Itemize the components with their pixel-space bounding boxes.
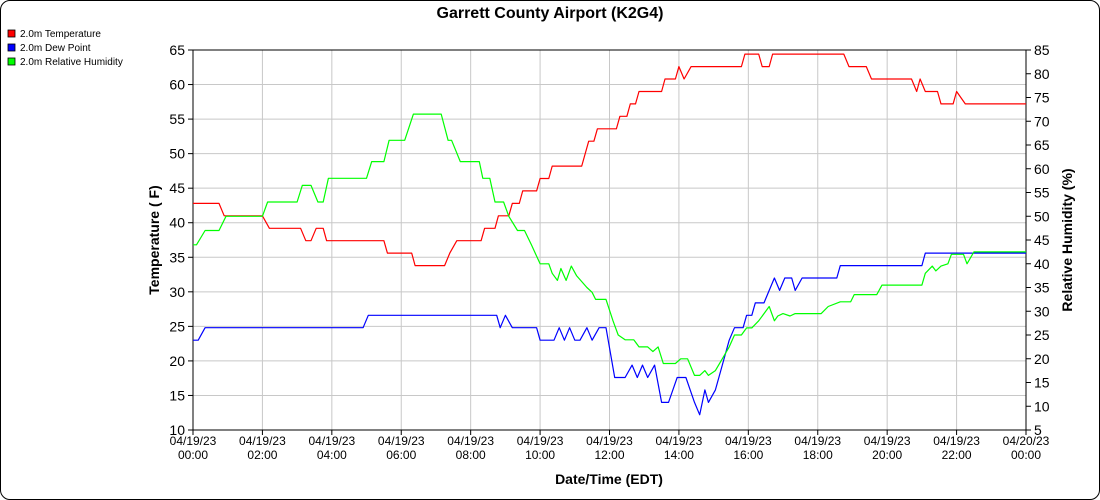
right-tick-label: 10 <box>1034 398 1050 414</box>
right-tick-label: 50 <box>1034 208 1050 224</box>
legend-label-dew-point: 2.0m Dew Point <box>20 43 91 54</box>
series-layer <box>193 53 1026 416</box>
left-tick-label: 20 <box>169 353 185 369</box>
grid <box>192 49 1027 431</box>
x-tick-time: 18:00 <box>803 448 833 462</box>
left-tick-label: 40 <box>169 215 185 231</box>
right-tick-label: 60 <box>1034 161 1050 177</box>
left-tick-label: 55 <box>169 111 185 127</box>
right-tick-label: 65 <box>1034 137 1050 153</box>
left-tick-label: 45 <box>169 180 185 196</box>
left-tick-label: 30 <box>169 284 185 300</box>
right-tick-label: 40 <box>1034 256 1050 272</box>
x-tick-time: 14:00 <box>664 448 694 462</box>
right-tick-label: 75 <box>1034 90 1050 106</box>
x-tick-date: 04/19/23 <box>586 434 633 448</box>
left-tick-label: 15 <box>169 387 185 403</box>
right-tick-label: 45 <box>1034 232 1050 248</box>
series-line-relative-humidity <box>193 113 1026 376</box>
x-tick-date: 04/19/23 <box>794 434 841 448</box>
x-tick-time: 10:00 <box>525 448 555 462</box>
x-tick-time: 08:00 <box>456 448 486 462</box>
legend-swatch-temperature <box>7 29 16 38</box>
x-tick-time: 00:00 <box>178 448 208 462</box>
left-tick-label: 25 <box>169 318 185 334</box>
left-tick-label: 10 <box>169 422 185 438</box>
legend: 2.0m Temperature 2.0m Dew Point 2.0m Relat… <box>7 29 123 68</box>
x-tick-date: 04/19/23 <box>170 434 217 448</box>
legend-label-relative-humidity: 2.0m Relative Humidity <box>20 57 123 68</box>
x-tick-date: 04/19/23 <box>447 434 494 448</box>
chart-title: Garrett County Airport (K2G4) <box>437 5 664 22</box>
right-tick-label: 80 <box>1034 66 1050 82</box>
left-tick-label: 60 <box>169 77 185 93</box>
x-tick-date: 04/19/23 <box>656 434 703 448</box>
right-tick-label: 85 <box>1034 42 1050 58</box>
legend-swatch-relative-humidity <box>7 57 16 66</box>
right-tick-label: 30 <box>1034 303 1050 319</box>
x-tick-time: 06:00 <box>386 448 416 462</box>
x-tick-time: 20:00 <box>872 448 902 462</box>
x-tick-time: 12:00 <box>594 448 624 462</box>
x-tick-date: 04/19/23 <box>517 434 564 448</box>
left-axis-ticks: 10 15 20 25 30 35 40 45 50 55 60 65 <box>169 42 193 438</box>
right-tick-label: 20 <box>1034 351 1050 367</box>
x-tick-time: 22:00 <box>942 448 972 462</box>
right-tick-label: 70 <box>1034 113 1050 129</box>
x-tick-time: 16:00 <box>733 448 763 462</box>
x-tick-date: 04/19/23 <box>933 434 980 448</box>
x-tick-time: 00:00 <box>1011 448 1041 462</box>
left-tick-label: 35 <box>169 249 185 265</box>
left-axis-label: Temperature ( F) <box>146 185 162 294</box>
left-tick-label: 50 <box>169 146 185 162</box>
x-tick-date: 04/20/23 <box>1003 434 1050 448</box>
right-tick-label: 5 <box>1034 422 1042 438</box>
right-tick-label: 55 <box>1034 185 1050 201</box>
x-tick-time: 02:00 <box>247 448 277 462</box>
x-axis-label: Date/Time (EDT) <box>555 471 663 487</box>
right-axis-label: Relative Humidity (%) <box>1059 168 1075 311</box>
right-tick-label: 15 <box>1034 375 1050 391</box>
x-axis-ticks: 04/19/2300:0004/19/2302:0004/19/2304:000… <box>170 430 1050 462</box>
right-tick-label: 25 <box>1034 327 1050 343</box>
left-tick-label: 65 <box>169 42 185 58</box>
legend-label-temperature: 2.0m Temperature <box>20 29 101 40</box>
x-tick-date: 04/19/23 <box>725 434 772 448</box>
x-tick-date: 04/19/23 <box>239 434 286 448</box>
legend-swatch-dew-point <box>7 43 16 52</box>
right-tick-label: 35 <box>1034 280 1050 296</box>
right-axis-ticks: 5 10 15 20 25 30 35 40 45 50 55 60 65 70 75 80 85 <box>1026 42 1050 438</box>
x-tick-date: 04/19/23 <box>308 434 355 448</box>
series-line-temperature <box>193 53 1026 267</box>
x-tick-date: 04/19/23 <box>378 434 425 448</box>
series-line-dew-point <box>193 252 1026 416</box>
x-tick-time: 04:00 <box>317 448 347 462</box>
x-tick-date: 04/19/23 <box>864 434 911 448</box>
